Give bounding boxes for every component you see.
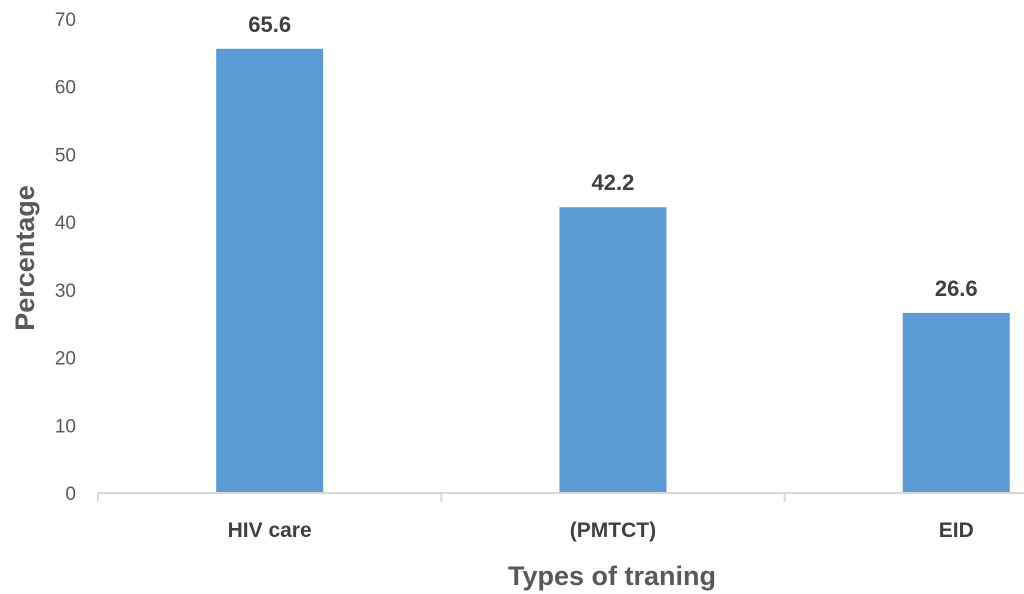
data-label: 26.6 xyxy=(935,276,978,301)
y-tick-label: 60 xyxy=(55,78,76,99)
y-tick-label: 30 xyxy=(55,281,76,302)
y-tick-label: 10 xyxy=(55,416,76,437)
y-tick-label: 0 xyxy=(65,484,76,505)
bar xyxy=(216,48,324,494)
y-axis-title: Percentage xyxy=(10,185,40,331)
y-tick-label: 70 xyxy=(55,10,76,31)
x-category-label: EID xyxy=(939,519,974,542)
y-tick-label: 40 xyxy=(55,213,76,234)
x-axis-title: Types of traning xyxy=(508,561,716,591)
data-label: 42.2 xyxy=(592,170,635,195)
data-label: 65.6 xyxy=(248,12,291,37)
bar xyxy=(559,207,667,493)
x-category-label: (PMTCT) xyxy=(570,519,656,542)
y-tick-label: 20 xyxy=(55,349,76,370)
y-tick-label: 50 xyxy=(55,145,76,166)
x-category-label: HIV care xyxy=(228,519,312,542)
bar xyxy=(902,312,1010,493)
